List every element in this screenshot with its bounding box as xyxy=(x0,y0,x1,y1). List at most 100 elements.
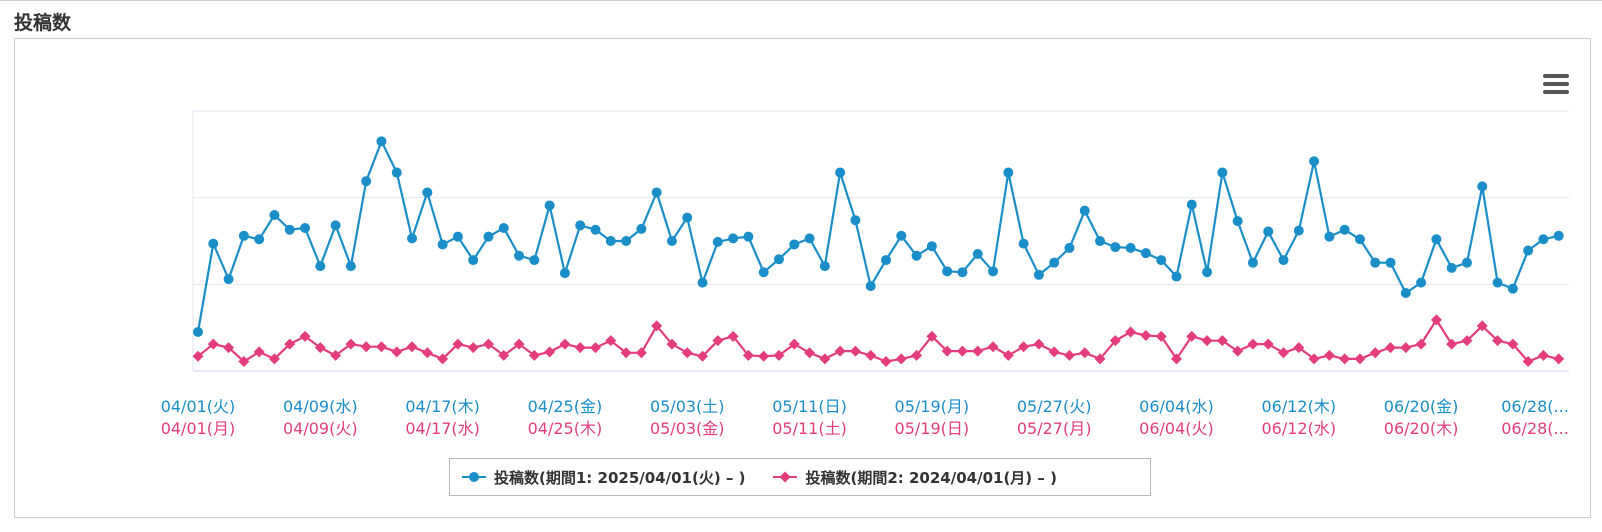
data-point xyxy=(988,266,999,277)
data-point xyxy=(1477,181,1488,192)
data-point xyxy=(1262,338,1274,350)
data-point xyxy=(605,335,617,347)
data-point xyxy=(1553,353,1565,365)
data-point xyxy=(1048,346,1060,358)
data-point xyxy=(1446,338,1458,350)
data-point xyxy=(1232,345,1244,357)
data-point xyxy=(314,342,326,354)
data-point xyxy=(269,210,280,220)
data-point xyxy=(880,355,892,367)
x-tick-label-period1: 05/19(月) xyxy=(895,397,970,416)
data-point xyxy=(1415,338,1427,350)
data-point xyxy=(284,224,295,235)
data-point xyxy=(590,224,601,235)
data-point xyxy=(972,345,984,357)
legend-item-period1[interactable]: 投稿数(期間1: 2025/04/01(火) – ) xyxy=(462,467,745,488)
data-point xyxy=(712,236,723,247)
data-point xyxy=(1063,349,1075,361)
data-point xyxy=(300,223,311,233)
data-point xyxy=(452,338,464,350)
data-point xyxy=(1430,314,1442,326)
x-tick-label-period1: 05/11(日) xyxy=(772,397,847,416)
data-point xyxy=(1522,355,1534,367)
data-point xyxy=(1216,335,1228,347)
x-tick-label-period2: 04/25(木) xyxy=(528,419,603,438)
data-point xyxy=(896,230,907,241)
data-point xyxy=(941,345,953,357)
data-point xyxy=(1018,341,1030,353)
data-point xyxy=(1370,257,1381,268)
data-point xyxy=(514,250,525,261)
chart-panel xyxy=(14,38,1591,518)
data-point xyxy=(407,233,418,244)
data-point xyxy=(1155,330,1167,342)
data-point xyxy=(391,167,402,178)
data-point xyxy=(1339,353,1351,365)
data-point xyxy=(482,338,494,350)
data-point xyxy=(1171,271,1182,282)
data-point xyxy=(1186,330,1198,342)
data-point xyxy=(1095,236,1106,246)
x-tick-label-period2: 04/17(水) xyxy=(405,419,480,438)
data-point xyxy=(268,353,280,365)
data-point xyxy=(819,353,831,365)
data-point xyxy=(1232,216,1243,227)
data-point xyxy=(299,330,311,342)
data-point xyxy=(620,347,632,359)
x-tick-label-period2: 06/04(火) xyxy=(1139,419,1214,438)
data-point xyxy=(1125,242,1136,253)
data-point xyxy=(789,239,800,250)
data-point xyxy=(1400,342,1412,354)
data-point xyxy=(804,233,815,244)
data-point xyxy=(1217,167,1228,178)
data-point xyxy=(743,231,754,242)
data-point xyxy=(788,338,800,350)
data-point xyxy=(1431,234,1442,245)
data-point xyxy=(330,349,342,361)
data-point xyxy=(1538,234,1549,245)
data-point xyxy=(1507,338,1519,350)
data-point xyxy=(437,353,449,365)
data-point xyxy=(1309,156,1320,167)
data-point xyxy=(1110,242,1121,253)
x-tick-label-period2: 04/09(火) xyxy=(283,419,358,438)
data-point xyxy=(208,238,219,249)
data-point xyxy=(1186,199,1197,210)
data-point xyxy=(223,342,235,354)
x-tick-label-period1: 04/17(木) xyxy=(405,397,480,416)
data-point xyxy=(559,338,571,350)
data-point xyxy=(528,349,540,361)
data-point xyxy=(513,338,525,350)
data-point xyxy=(865,281,876,292)
data-point xyxy=(1323,349,1335,361)
data-point xyxy=(1049,257,1060,268)
data-point xyxy=(1094,353,1106,365)
data-point xyxy=(1064,242,1075,253)
data-point xyxy=(1523,245,1534,256)
data-point xyxy=(987,341,999,353)
data-point xyxy=(193,327,203,337)
data-point xyxy=(468,255,479,266)
data-point xyxy=(666,236,677,246)
data-point xyxy=(575,220,586,231)
data-point xyxy=(1385,342,1397,354)
data-point xyxy=(1293,342,1305,354)
data-point xyxy=(972,249,983,259)
data-point xyxy=(1247,257,1258,268)
series-line-1 xyxy=(196,140,1559,333)
data-point xyxy=(330,220,341,231)
data-point xyxy=(1079,347,1091,359)
data-point xyxy=(850,215,861,226)
data-point xyxy=(1354,353,1366,365)
data-point xyxy=(544,346,556,358)
data-point xyxy=(742,349,754,361)
data-point xyxy=(1400,288,1411,298)
data-point xyxy=(865,349,877,361)
chart-legend: 投稿数(期間1: 2025/04/01(火) – ) 投稿数(期間2: 2024… xyxy=(449,458,1151,496)
hamburger-menu-icon[interactable] xyxy=(1543,74,1569,96)
legend-item-period2[interactable]: 投稿数(期間2: 2024/04/01(月) – ) xyxy=(773,467,1057,488)
data-point xyxy=(207,338,219,350)
data-point xyxy=(1202,267,1213,278)
data-point xyxy=(422,187,433,198)
data-point xyxy=(1018,238,1029,249)
